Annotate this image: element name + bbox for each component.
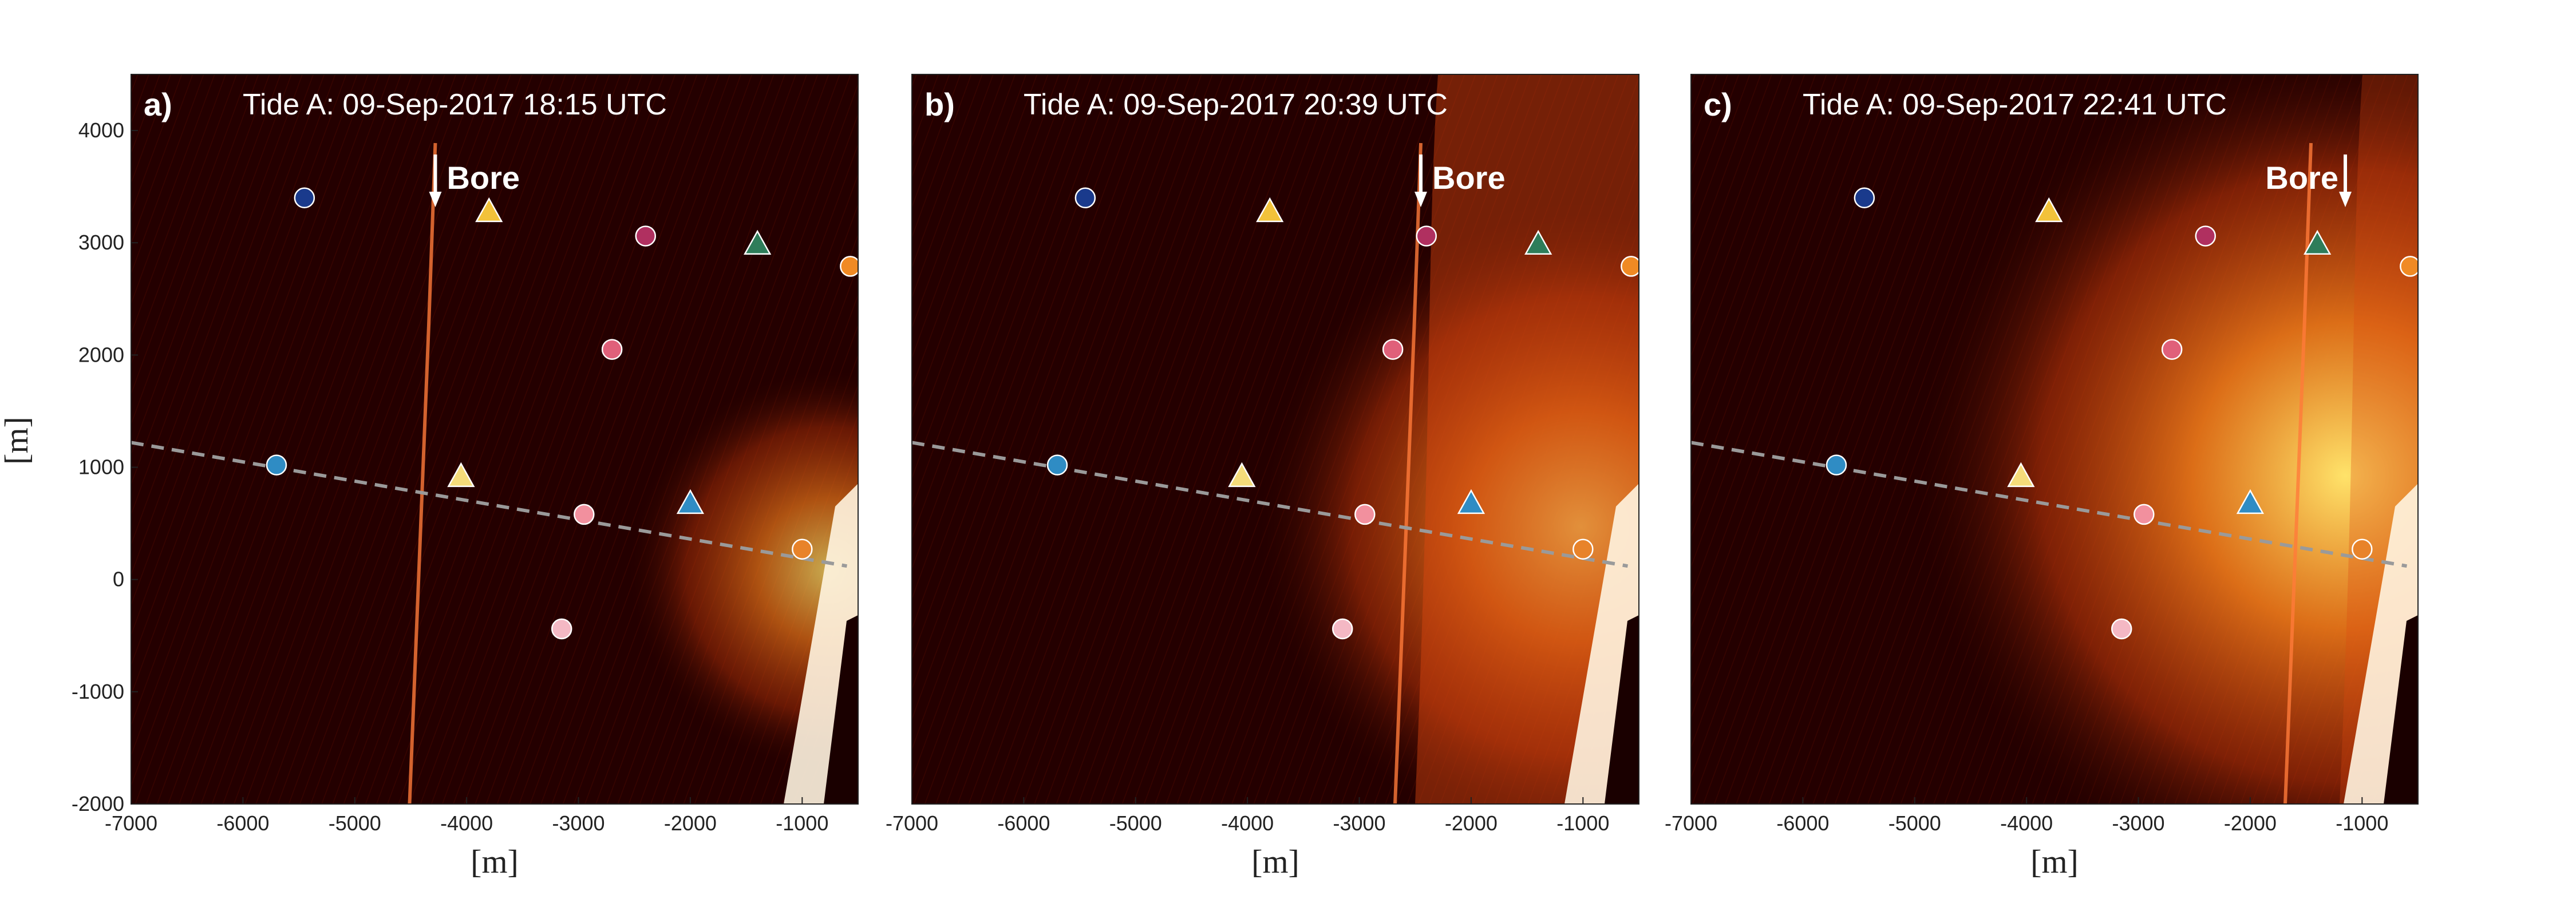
instrument-circle-1 xyxy=(1854,187,1875,209)
transect-line xyxy=(131,441,847,568)
bore-front xyxy=(408,142,437,804)
x-tick-label: -2000 xyxy=(664,811,717,835)
y-tick-label: 4000 xyxy=(78,118,124,142)
x-tick-label: -4000 xyxy=(2000,811,2053,835)
instrument-circle-1 xyxy=(1074,187,1096,209)
instrument-circle-7 xyxy=(1046,454,1068,476)
instrument-triangle-9 xyxy=(2236,489,2265,514)
instrument-circle-12 xyxy=(2111,618,2132,640)
x-tick-label: -6000 xyxy=(1776,811,1829,835)
panel-title: Tide A: 09-Sep-2017 22:41 UTC xyxy=(1803,88,2227,121)
instrument-circle-6 xyxy=(1382,339,1404,360)
transect-line xyxy=(1691,441,2407,568)
instrument-triangle-4 xyxy=(1524,229,1552,255)
bore-label: Bore xyxy=(2265,160,2338,196)
panel-title: Tide A: 09-Sep-2017 18:15 UTC xyxy=(243,88,667,121)
x-tick-label: -1000 xyxy=(2336,811,2388,835)
radar-image xyxy=(912,74,1639,804)
x-axis-label: [m] xyxy=(1251,843,1299,880)
x-tick-label: -5000 xyxy=(329,811,381,835)
x-tick-label: -1000 xyxy=(1556,811,1609,835)
y-tick-label: 1000 xyxy=(78,456,124,479)
instrument-circle-6 xyxy=(2161,339,2183,360)
instrument-triangle-4 xyxy=(744,229,772,255)
instrument-circle-12 xyxy=(1332,618,1353,640)
instrument-triangle-8 xyxy=(1228,462,1256,488)
instrument-circle-3 xyxy=(635,225,657,247)
panel-letter: c) xyxy=(1704,86,1732,122)
x-tick-label: -3000 xyxy=(552,811,605,835)
y-tick-label: -1000 xyxy=(72,680,124,703)
x-tick-label: -2000 xyxy=(1445,811,1498,835)
instrument-circle-5 xyxy=(2400,256,2418,277)
radar-image xyxy=(131,74,858,804)
bore-label: Bore xyxy=(447,160,520,196)
y-tick-label: 0 xyxy=(113,568,124,591)
panel-3: Bore c) Tide A: 09-Sep-2017 22:41 UTC -7000… xyxy=(1665,74,2419,880)
panel-1: Bore a) Tide A: 09-Sep-2017 18:15 UTC -7000… xyxy=(72,74,859,880)
panel-title: Tide A: 09-Sep-2017 20:39 UTC xyxy=(1024,88,1448,121)
bore-label: Bore xyxy=(1432,160,1506,196)
instrument-triangle-9 xyxy=(676,489,705,514)
panel-frame xyxy=(911,74,1639,805)
instrument-circle-7 xyxy=(1826,454,1847,476)
x-tick-label: -1000 xyxy=(776,811,828,835)
radar-image xyxy=(1691,74,2418,804)
x-tick-label: -3000 xyxy=(2112,811,2164,835)
instrument-circle-11 xyxy=(792,538,813,560)
instrument-circle-11 xyxy=(1573,538,1594,560)
bore-front xyxy=(2283,142,2313,804)
instrument-circle-5 xyxy=(840,256,858,277)
instrument-triangle-2 xyxy=(475,197,503,223)
x-tick-label: -6000 xyxy=(216,811,269,835)
x-axis-label: [m] xyxy=(471,843,519,880)
panel-2: Bore b) Tide A: 09-Sep-2017 20:39 UTC -7000… xyxy=(886,74,1639,880)
x-tick-label: -3000 xyxy=(1333,811,1385,835)
instrument-circle-10 xyxy=(2134,504,2155,525)
bore-arrow xyxy=(2339,155,2352,207)
x-tick-label: -7000 xyxy=(886,811,938,835)
instrument-circle-10 xyxy=(574,504,595,525)
instrument-triangle-8 xyxy=(2007,462,2035,488)
x-tick-label: -7000 xyxy=(1665,811,1717,835)
y-tick-label: 2000 xyxy=(78,343,124,366)
instrument-circle-7 xyxy=(266,454,287,476)
instrument-triangle-2 xyxy=(1256,197,1284,223)
instrument-circle-11 xyxy=(2352,538,2373,560)
y-tick-label: -2000 xyxy=(72,792,124,815)
panel-letter: b) xyxy=(924,86,955,122)
x-tick-label: -6000 xyxy=(997,811,1050,835)
x-tick-label: -4000 xyxy=(1221,811,1274,835)
x-tick-label: -4000 xyxy=(440,811,493,835)
instrument-triangle-9 xyxy=(1457,489,1485,514)
bore-arrow xyxy=(429,155,442,207)
x-axis-label: [m] xyxy=(2030,843,2079,880)
land-region xyxy=(1605,615,1639,804)
land-region xyxy=(824,615,858,804)
panel-frame xyxy=(1690,74,2419,805)
bore-arrow xyxy=(1415,155,1427,207)
y-tick-label: 3000 xyxy=(78,231,124,254)
instrument-circle-3 xyxy=(2195,225,2217,247)
instrument-circle-3 xyxy=(1416,225,1437,247)
instrument-circle-10 xyxy=(1354,504,1376,525)
land-region xyxy=(2384,615,2418,804)
x-tick-label: -5000 xyxy=(1109,811,1162,835)
instrument-triangle-2 xyxy=(2035,197,2063,223)
x-tick-label: -2000 xyxy=(2224,811,2277,835)
instrument-circle-12 xyxy=(551,618,572,640)
transect-line xyxy=(912,441,1628,568)
x-tick-label: -5000 xyxy=(1888,811,1941,835)
instrument-triangle-8 xyxy=(447,462,475,488)
y-axis-label: [m] xyxy=(0,417,35,465)
panel-letter: a) xyxy=(144,86,172,122)
instrument-circle-5 xyxy=(1621,256,1639,277)
x-tick-label: -7000 xyxy=(105,811,157,835)
instrument-circle-6 xyxy=(601,339,623,360)
instrument-triangle-4 xyxy=(2304,229,2332,255)
panel-frame xyxy=(131,74,859,805)
instrument-circle-1 xyxy=(294,187,315,209)
